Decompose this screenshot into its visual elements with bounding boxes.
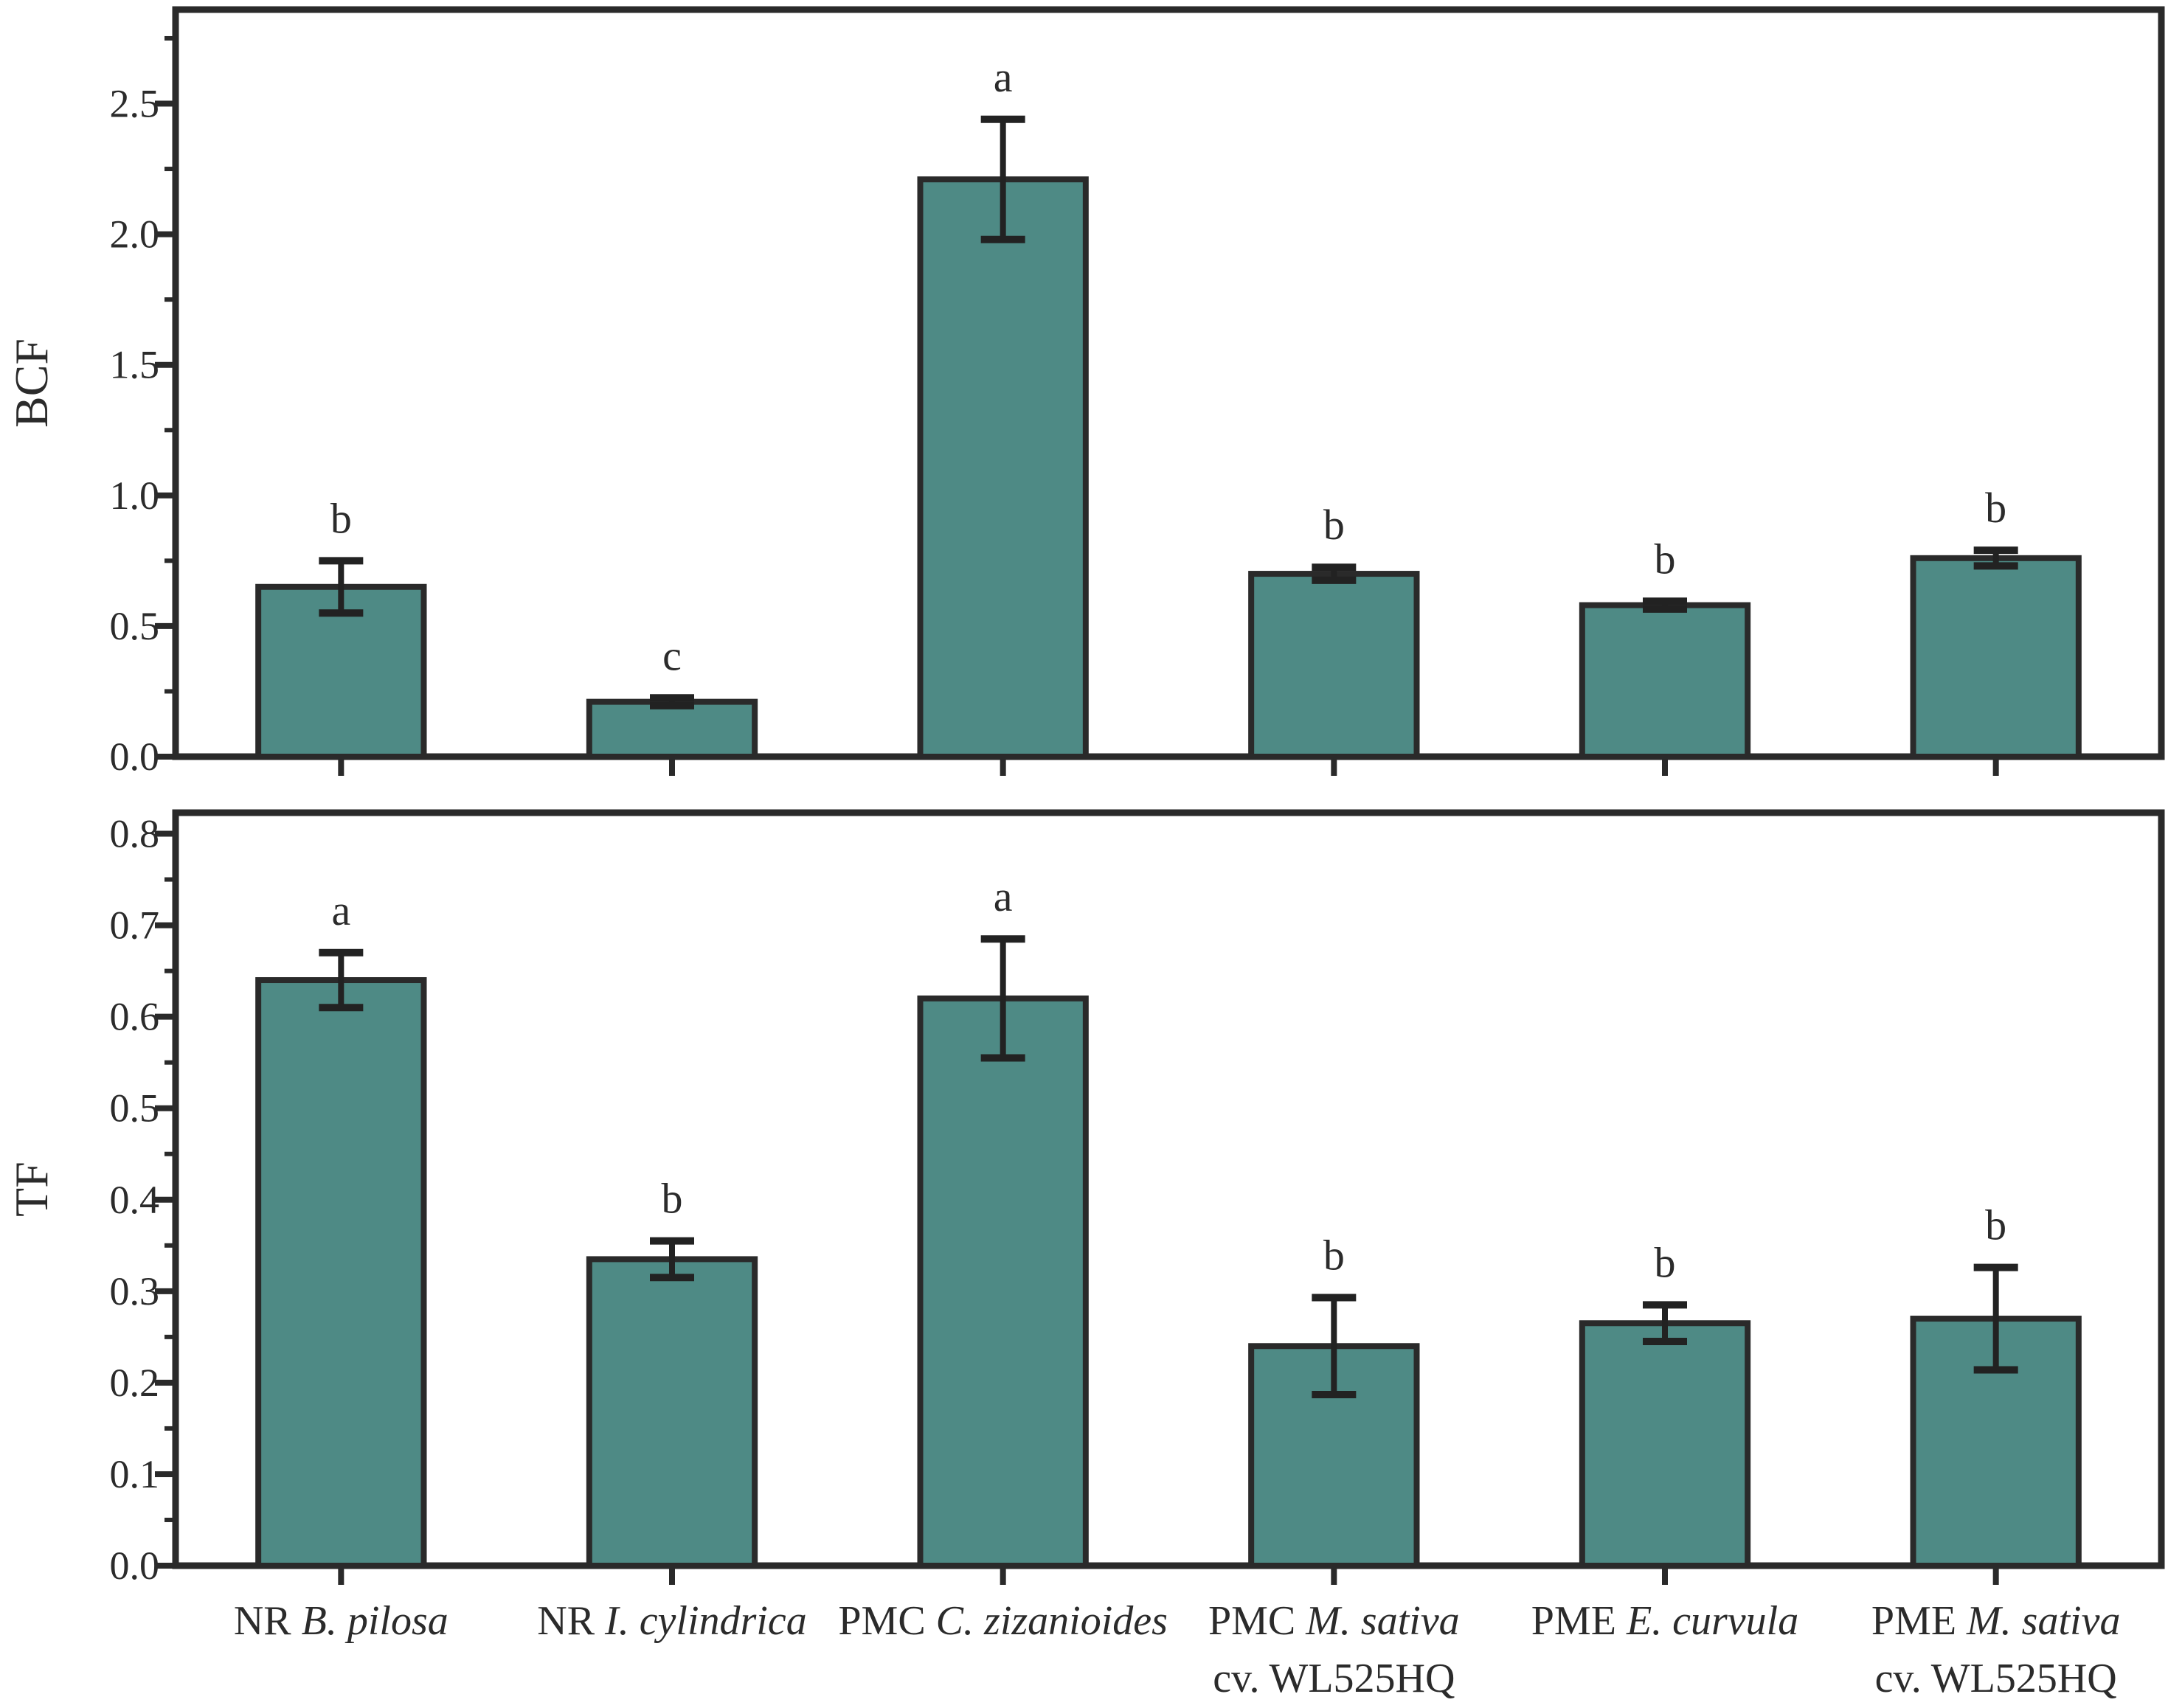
significance-letter: a (994, 872, 1013, 920)
significance-letter: b (1323, 1232, 1345, 1280)
category-label-line1: PMC M. sativa (1208, 1598, 1460, 1644)
bar (917, 995, 1089, 1569)
significance-letter: c (662, 631, 682, 679)
panel-frame (172, 809, 2165, 1569)
category-label-line1: PME M. sativa (1871, 1598, 2121, 1644)
y-tick-label: 0.8 (110, 812, 160, 856)
category-species: B. pilosa (302, 1598, 449, 1644)
category-label-line1: NR I. cylindrica (537, 1598, 806, 1644)
significance-letter: b (1985, 484, 2006, 532)
category-label-line1: PMC C. zizanioides (838, 1598, 1168, 1644)
category-prefix: PMC (1208, 1598, 1306, 1644)
bar (1579, 1320, 1751, 1569)
y-tick-label: 2.5 (110, 82, 160, 126)
y-tick-label: 0.0 (110, 735, 160, 779)
bar (1248, 1343, 1420, 1569)
category-species: C. zizanioides (936, 1598, 1168, 1644)
bar (1579, 602, 1751, 760)
y-tick-label: 0.5 (110, 604, 160, 648)
significance-letter: b (662, 1175, 683, 1223)
y-tick-label: 0.5 (110, 1086, 160, 1131)
significance-letter: b (1985, 1201, 2006, 1249)
y-tick-label: 1.0 (110, 473, 160, 518)
y-tick-label: 0.4 (110, 1178, 160, 1222)
significance-letter: a (994, 53, 1013, 101)
significance-letter: b (1655, 535, 1676, 583)
category-label-line2: cv. WL525HQ (1213, 1656, 1455, 1701)
bar (586, 698, 758, 760)
bar (917, 176, 1089, 760)
bar (586, 1256, 758, 1569)
y-axis-title: TF (5, 1162, 58, 1217)
y-tick-label: 0.1 (110, 1452, 160, 1496)
y-tick-label: 0.2 (110, 1361, 160, 1405)
y-tick-label: 2.0 (110, 212, 160, 257)
y-axis-title: BCF (5, 339, 58, 428)
category-label-line1: NR B. pilosa (234, 1598, 449, 1644)
category-prefix: PME (1871, 1598, 1967, 1644)
significance-letter: b (330, 494, 352, 542)
category-label-line1: PME E. curvula (1531, 1598, 1798, 1644)
significance-letter: b (1323, 501, 1345, 549)
category-species: M. sativa (1966, 1598, 2120, 1644)
significance-letter: a (331, 886, 350, 934)
bar (1248, 571, 1420, 760)
significance-letter: b (1655, 1238, 1676, 1286)
y-tick-label: 0.0 (110, 1544, 160, 1588)
category-species: E. curvula (1626, 1598, 1798, 1644)
panel-frame (172, 6, 2165, 760)
bar (255, 977, 427, 1569)
y-tick-label: 0.7 (110, 903, 160, 948)
category-label-line2: cv. WL525HQ (1875, 1656, 2117, 1701)
category-species: M. sativa (1305, 1598, 1459, 1644)
category-prefix: PMC (838, 1598, 935, 1644)
category-prefix: PME (1531, 1598, 1627, 1644)
category-species: I. cylindrica (604, 1598, 807, 1644)
y-tick-label: 1.5 (110, 343, 160, 387)
bar (1910, 555, 2082, 760)
y-tick-label: 0.3 (110, 1269, 160, 1313)
category-prefix: NR (234, 1598, 302, 1644)
y-tick-label: 0.6 (110, 995, 160, 1039)
category-prefix: NR (537, 1598, 605, 1644)
